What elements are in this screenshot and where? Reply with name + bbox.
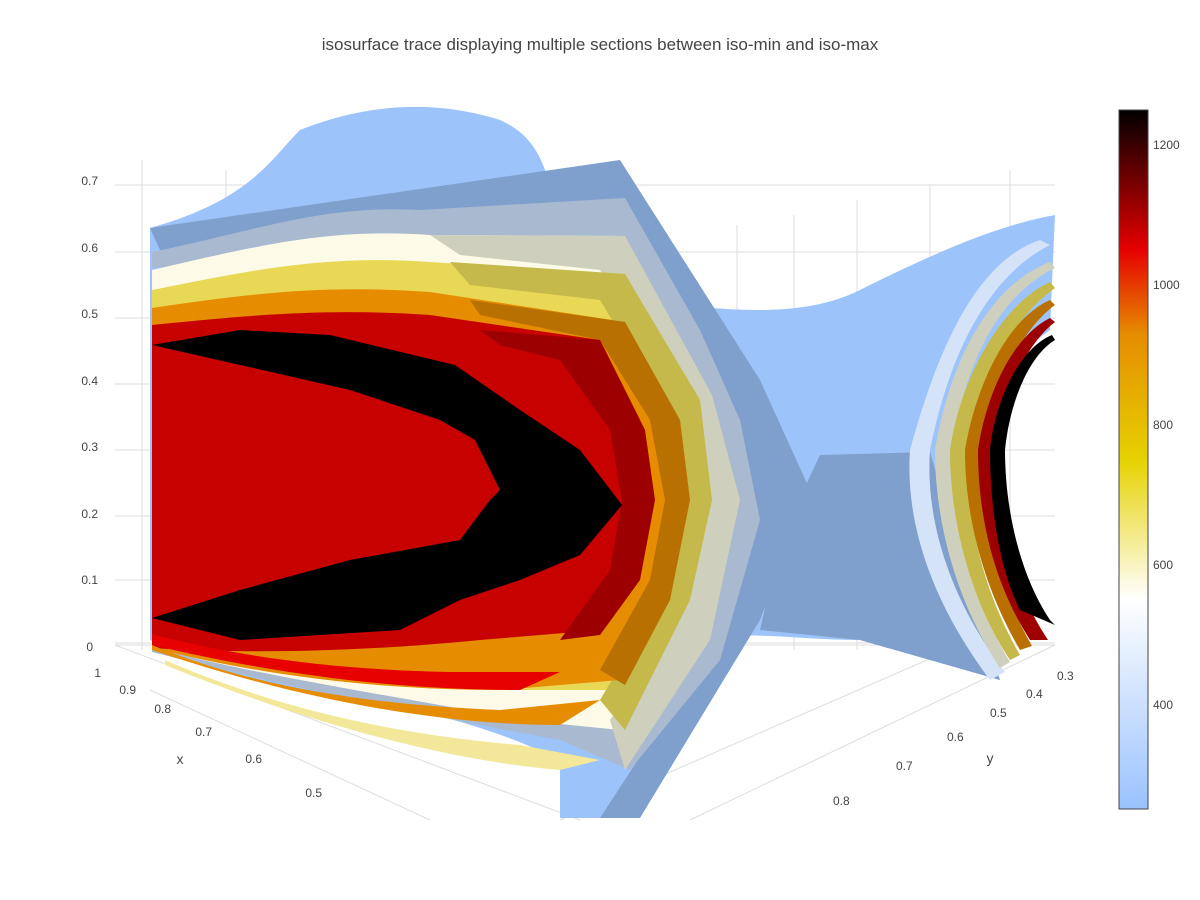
z-tick-label: 0.4 [81, 374, 98, 388]
colorbar-gradient [1118, 109, 1149, 810]
y-tick-label: 0.7 [896, 759, 913, 773]
z-tick-label: 0 [86, 640, 93, 654]
y-tick-label: 0.8 [833, 794, 850, 808]
x-axis-title: x [177, 751, 184, 767]
z-tick-label: 0.5 [81, 307, 98, 321]
iso-section-lower-red [152, 634, 560, 690]
chart-title: isosurface trace displaying multiple sec… [322, 35, 879, 54]
colorbar-tick-label: 400 [1153, 698, 1173, 712]
y-tick-label: 0.5 [990, 706, 1007, 720]
colorbar-tick-label: 600 [1153, 558, 1173, 572]
iso-section-1200 [152, 330, 622, 640]
y-tick-label: 0.4 [1026, 687, 1043, 701]
x-tick-label: 1 [94, 666, 101, 680]
iso-section-lower-yellow [165, 660, 600, 770]
colorbar-tick-label: 800 [1153, 418, 1173, 432]
y-tick-label: 0.3 [1057, 669, 1074, 683]
iso-section-600-right [935, 262, 1055, 668]
z-axis: 0.7 0.6 0.5 0.4 0.3 0.2 0.1 0 [81, 174, 98, 654]
iso-section-450 [152, 198, 760, 770]
iso-surface-blue-band [150, 160, 810, 818]
isosurface-sections[interactable] [150, 106, 1055, 819]
iso-section-1050-band [480, 330, 655, 640]
z-tick-label: 0.7 [81, 174, 98, 188]
x-tick-label: 0.9 [119, 683, 136, 697]
iso-section-lower-orange [152, 645, 600, 725]
x-tick-label: 0.5 [305, 786, 322, 800]
x-tick-label: 0.8 [154, 702, 171, 716]
z-tick-label: 0.6 [81, 241, 98, 255]
y-axis: 0.3 0.4 0.5 0.6 0.7 0.8 y [833, 669, 1074, 808]
iso-section-1200-right [990, 335, 1055, 625]
z-tick-label: 0.1 [81, 573, 98, 587]
y-axis-title: y [987, 750, 994, 766]
z-tick-label: 0.2 [81, 507, 98, 521]
x-tick-label: 0.6 [245, 752, 262, 766]
iso-section-750-right [950, 282, 1055, 660]
x-axis: 1 0.9 0.8 0.7 0.6 0.5 x [94, 666, 322, 800]
iso-section-900-right [965, 300, 1055, 650]
iso-section-1050-right [978, 318, 1055, 640]
colorbar-tick-label: 1200 [1153, 138, 1180, 152]
x-tick-label: 0.7 [195, 725, 212, 739]
colorbar[interactable]: 1200 1000 800 600 400 [1118, 109, 1180, 810]
z-tick-label: 0.3 [81, 440, 98, 454]
y-tick-label: 0.6 [947, 730, 964, 744]
iso-section-450-right [909, 240, 1050, 680]
colorbar-tick-label: 1000 [1153, 278, 1180, 292]
